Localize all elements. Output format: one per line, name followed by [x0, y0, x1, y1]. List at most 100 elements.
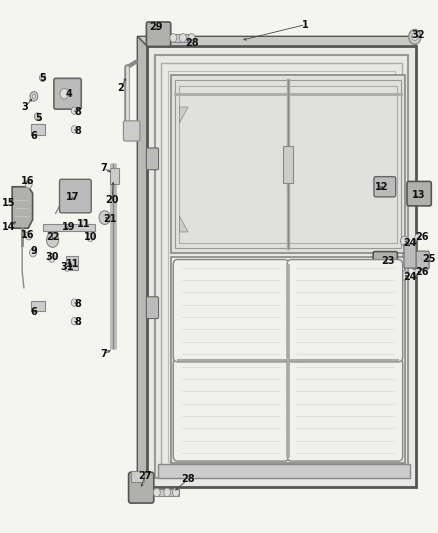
FancyBboxPatch shape — [173, 260, 289, 362]
Circle shape — [25, 231, 32, 240]
Polygon shape — [147, 46, 416, 487]
FancyBboxPatch shape — [54, 78, 81, 109]
Text: 8: 8 — [74, 298, 81, 309]
Bar — [158, 464, 410, 478]
Text: 29: 29 — [149, 22, 162, 33]
Text: 24: 24 — [403, 272, 417, 282]
Polygon shape — [171, 257, 405, 463]
Text: 26: 26 — [415, 267, 428, 277]
Bar — [283, 146, 293, 183]
Circle shape — [29, 248, 36, 257]
Bar — [171, 34, 193, 42]
Circle shape — [30, 92, 38, 101]
Circle shape — [170, 34, 177, 42]
Text: 8: 8 — [74, 317, 81, 327]
Text: 23: 23 — [381, 256, 395, 266]
Text: 2: 2 — [117, 83, 124, 93]
Circle shape — [99, 211, 110, 224]
Text: 24: 24 — [403, 238, 417, 247]
Text: 26: 26 — [415, 232, 428, 243]
Circle shape — [48, 254, 55, 262]
FancyBboxPatch shape — [173, 359, 289, 461]
Bar — [31, 124, 45, 135]
Text: 3: 3 — [22, 102, 28, 112]
Text: 30: 30 — [46, 252, 59, 262]
Circle shape — [400, 236, 408, 246]
Text: 31: 31 — [60, 262, 74, 271]
FancyBboxPatch shape — [129, 472, 154, 503]
Circle shape — [71, 107, 78, 115]
Bar — [42, 224, 95, 231]
Bar — [66, 256, 78, 270]
Circle shape — [32, 94, 35, 99]
Text: 25: 25 — [422, 254, 436, 263]
Text: 16: 16 — [21, 230, 34, 240]
Circle shape — [34, 113, 40, 120]
Circle shape — [400, 271, 408, 280]
Polygon shape — [12, 187, 32, 228]
Polygon shape — [171, 75, 405, 253]
Text: 11: 11 — [66, 259, 80, 269]
Bar — [110, 168, 119, 184]
Text: 10: 10 — [84, 232, 97, 243]
FancyBboxPatch shape — [404, 244, 416, 268]
Circle shape — [71, 299, 78, 306]
Text: 27: 27 — [138, 472, 152, 481]
FancyBboxPatch shape — [287, 260, 403, 362]
FancyBboxPatch shape — [407, 181, 431, 206]
Polygon shape — [137, 36, 416, 46]
Text: 17: 17 — [66, 192, 80, 203]
Text: 6: 6 — [31, 131, 37, 141]
Text: 21: 21 — [103, 214, 117, 224]
Text: 5: 5 — [35, 112, 42, 123]
Circle shape — [64, 264, 71, 271]
FancyBboxPatch shape — [124, 121, 140, 141]
Text: 32: 32 — [412, 30, 425, 41]
Text: 28: 28 — [181, 474, 195, 484]
FancyBboxPatch shape — [374, 176, 396, 197]
Text: 19: 19 — [62, 222, 75, 232]
Text: 16: 16 — [21, 176, 34, 187]
Text: 13: 13 — [412, 190, 425, 200]
FancyBboxPatch shape — [146, 22, 171, 46]
Polygon shape — [137, 36, 147, 487]
Circle shape — [164, 488, 171, 497]
Circle shape — [39, 74, 46, 82]
Bar — [31, 301, 45, 311]
Circle shape — [46, 232, 59, 247]
FancyBboxPatch shape — [60, 179, 91, 213]
Circle shape — [25, 180, 32, 188]
Text: 7: 7 — [100, 163, 107, 173]
Circle shape — [173, 488, 180, 497]
Circle shape — [188, 34, 195, 42]
FancyBboxPatch shape — [146, 297, 159, 319]
Text: 28: 28 — [186, 38, 199, 48]
Polygon shape — [180, 216, 188, 232]
Text: 22: 22 — [47, 232, 60, 243]
Circle shape — [409, 29, 421, 44]
Bar — [131, 471, 144, 482]
Text: 7: 7 — [100, 349, 107, 359]
Polygon shape — [180, 107, 188, 123]
Circle shape — [71, 126, 78, 133]
Text: 4: 4 — [65, 88, 72, 99]
Circle shape — [180, 34, 186, 42]
Text: 20: 20 — [105, 195, 119, 205]
Text: 12: 12 — [374, 182, 388, 192]
Text: 8: 8 — [74, 126, 81, 136]
Circle shape — [60, 88, 69, 99]
Text: 9: 9 — [31, 246, 37, 255]
FancyBboxPatch shape — [287, 359, 403, 461]
FancyBboxPatch shape — [373, 252, 397, 281]
Circle shape — [415, 234, 420, 240]
Text: 8: 8 — [74, 107, 81, 117]
Circle shape — [412, 33, 418, 41]
Text: 1: 1 — [302, 20, 309, 30]
FancyBboxPatch shape — [146, 148, 159, 169]
FancyBboxPatch shape — [413, 251, 429, 269]
Text: 14: 14 — [2, 222, 16, 232]
Circle shape — [87, 233, 94, 241]
Text: 11: 11 — [77, 219, 91, 229]
Circle shape — [415, 269, 420, 275]
Text: 5: 5 — [39, 73, 46, 83]
